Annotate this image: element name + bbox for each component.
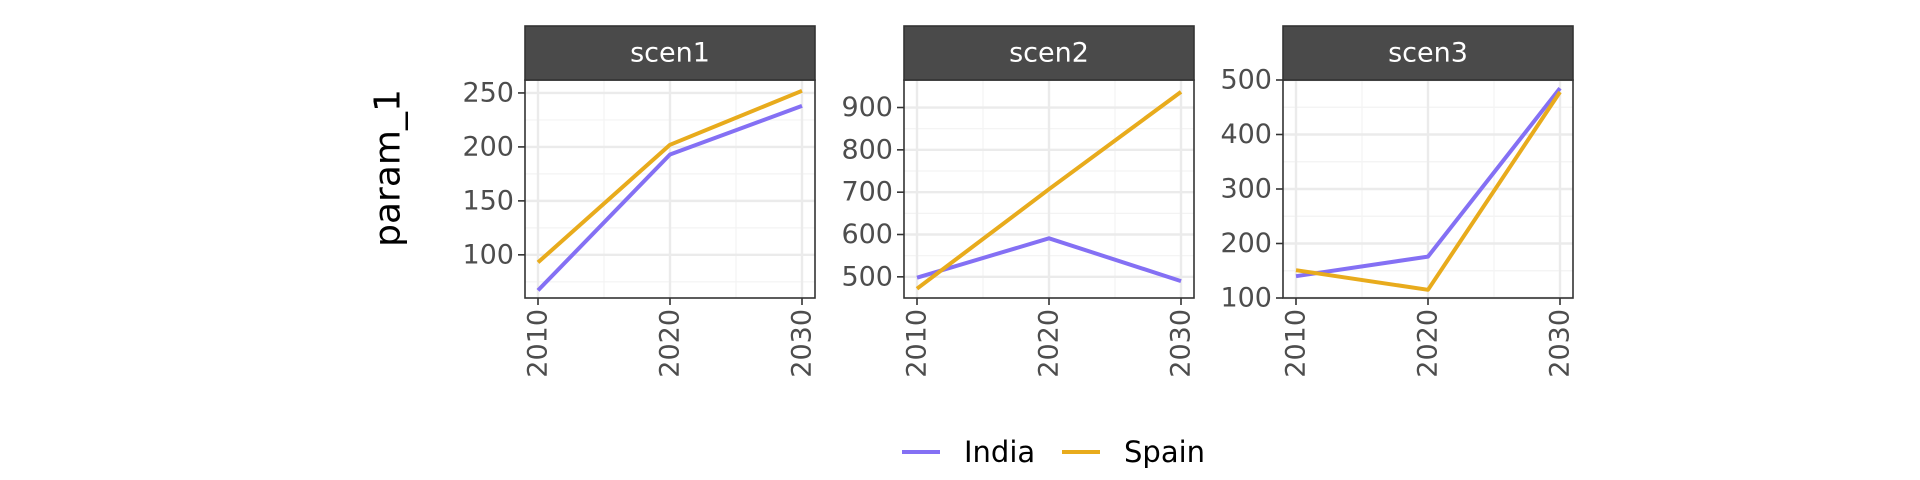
facet-panel-scen2: scen2 500 600 700 800 900 2010 2020 2030: [841, 25, 1197, 378]
y-tick-label: 300: [1220, 174, 1272, 205]
legend: India Spain: [902, 435, 1205, 469]
facet-panels: scen1 100 150 200 250 2010 2020 2030 scen2 500 600…: [462, 25, 1576, 378]
y-tick-label: 200: [462, 131, 514, 162]
y-tick-label: 800: [841, 134, 893, 165]
strip-label: scen3: [1388, 38, 1468, 69]
y-tick-label: 600: [841, 219, 893, 250]
series-line-spain: [1295, 90, 1562, 292]
strip-background: [1282, 25, 1574, 81]
y-axis-label: param_1: [368, 89, 409, 247]
y-tick-label: 400: [1220, 119, 1272, 150]
y-tick-label: 900: [841, 92, 893, 123]
y-tick-label: 150: [462, 185, 514, 216]
y-tick-label: 250: [462, 77, 514, 108]
y-tick-label: 100: [1220, 283, 1272, 314]
y-tick-label: 700: [841, 177, 893, 208]
y-tick-label: 500: [841, 261, 893, 292]
x-tick-label: 2020: [1034, 309, 1065, 378]
legend-label: Spain: [1124, 435, 1205, 469]
series-line-india: [1295, 86, 1562, 279]
x-tick-label: 2010: [902, 309, 933, 378]
y-tick-label: 100: [462, 239, 514, 270]
series-line-spain: [915, 90, 1183, 291]
facet-panel-scen1: scen1 100 150 200 250 2010 2020 2030: [462, 25, 818, 378]
strip-label: scen2: [1009, 38, 1089, 69]
x-tick-label: 2010: [1281, 309, 1312, 378]
legend-item-spain: Spain: [1062, 435, 1205, 469]
series-line-spain: [536, 88, 803, 264]
y-tick-label: 500: [1220, 65, 1272, 96]
x-tick-label: 2020: [655, 309, 686, 378]
strip-background: [524, 25, 816, 81]
y-tick-label: 200: [1220, 228, 1272, 259]
x-tick-label: 2030: [1545, 309, 1576, 378]
x-tick-label: 2030: [1166, 309, 1197, 378]
legend-label: India: [964, 435, 1035, 469]
legend-item-india: India: [902, 435, 1035, 469]
x-tick-label: 2030: [787, 309, 818, 378]
series-line-india: [916, 236, 1182, 284]
x-tick-label: 2010: [523, 309, 554, 378]
strip-label: scen1: [630, 38, 710, 69]
strip-background: [903, 25, 1195, 81]
series-line-india: [536, 104, 803, 292]
facet-panel-scen3: scen3 100 200 300 400 500 2010 2020 2030: [1220, 25, 1576, 378]
x-tick-label: 2020: [1413, 309, 1444, 378]
